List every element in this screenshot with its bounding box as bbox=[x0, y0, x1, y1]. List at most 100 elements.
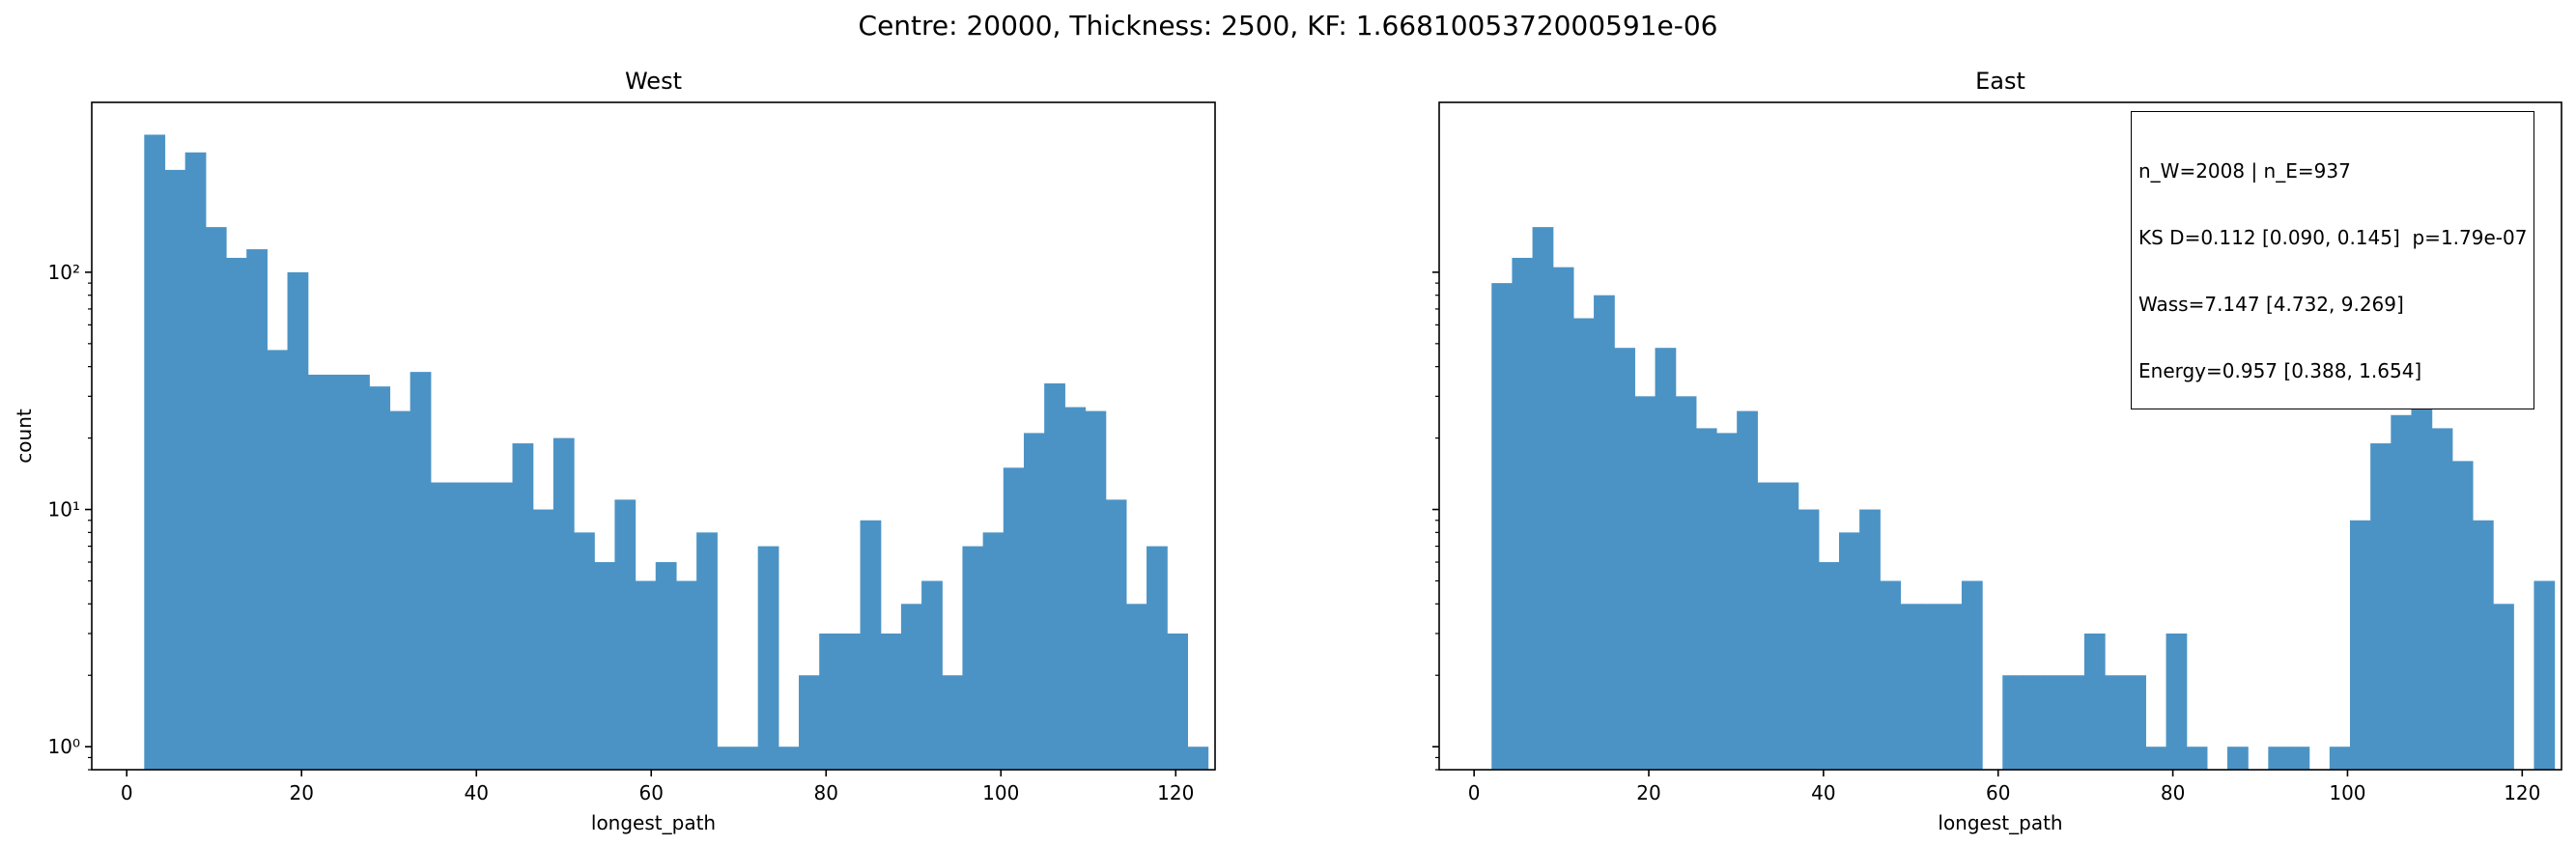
figure-suptitle: Centre: 20000, Thickness: 2500, KF: 1.66… bbox=[858, 10, 1718, 42]
west-ytick-label: 10¹ bbox=[48, 498, 80, 522]
east-bar bbox=[2083, 633, 2106, 770]
west-bar bbox=[614, 499, 637, 770]
east-bar bbox=[1634, 396, 1656, 770]
east-bar bbox=[2472, 520, 2494, 770]
west-bar bbox=[737, 747, 759, 770]
west-bar bbox=[880, 633, 902, 770]
east-bar bbox=[2493, 604, 2514, 770]
west-bar bbox=[574, 532, 595, 770]
east-bar bbox=[1880, 580, 1902, 770]
west-bar bbox=[205, 227, 227, 771]
east-bar bbox=[1614, 348, 1635, 770]
west-bar bbox=[144, 134, 166, 770]
west-bar bbox=[655, 562, 677, 770]
east-xtick-label: 60 bbox=[1986, 781, 2010, 804]
west-bar bbox=[287, 271, 309, 771]
east-bar bbox=[1655, 348, 1677, 770]
west-bar bbox=[675, 580, 697, 770]
east-bar bbox=[1594, 295, 1615, 770]
west-title: West bbox=[625, 68, 682, 95]
east-bar bbox=[2391, 414, 2413, 770]
west-bar bbox=[942, 675, 964, 770]
east-bar bbox=[2370, 443, 2392, 770]
east-bar bbox=[2411, 407, 2433, 770]
east-bar bbox=[2534, 580, 2556, 770]
west-bar bbox=[594, 562, 616, 770]
east-xtick-label: 120 bbox=[2504, 781, 2540, 804]
east-bar bbox=[1961, 580, 1983, 770]
east-bar bbox=[2349, 520, 2371, 770]
west-bar bbox=[900, 604, 922, 770]
east-xtick-label: 40 bbox=[1811, 781, 1835, 804]
east-xtick-label: 80 bbox=[2161, 781, 2185, 804]
east-bar bbox=[1940, 604, 1963, 770]
west-bar bbox=[1064, 407, 1087, 770]
east-axes-frame bbox=[1438, 101, 2562, 771]
west-ytick-label: 10⁰ bbox=[48, 735, 80, 758]
stats-legend-box: n_W=2008 | n_E=937 KS D=0.112 [0.090, 0.… bbox=[2131, 111, 2535, 409]
east-bar bbox=[2329, 747, 2351, 770]
west-bar bbox=[1187, 747, 1209, 770]
east-bar bbox=[2451, 461, 2474, 770]
west-bar bbox=[696, 532, 718, 770]
west-bar bbox=[839, 633, 862, 770]
east-bar bbox=[1798, 509, 1820, 770]
east-xtick-label: 100 bbox=[2329, 781, 2365, 804]
west-bar bbox=[389, 410, 411, 770]
east-bar bbox=[1859, 509, 1881, 770]
west-bar bbox=[1003, 467, 1025, 770]
east-bar bbox=[1838, 532, 1860, 770]
west-bar bbox=[512, 443, 534, 770]
west-bar bbox=[532, 509, 554, 770]
west-bar bbox=[778, 747, 800, 770]
east-bar bbox=[2227, 747, 2249, 770]
east-bar bbox=[1675, 396, 1697, 770]
west-bar bbox=[410, 372, 432, 770]
west-bar bbox=[1023, 433, 1045, 770]
west-bar bbox=[819, 633, 840, 770]
east-bar bbox=[2145, 747, 2167, 770]
west-bar bbox=[226, 257, 247, 770]
east-xtick-label: 20 bbox=[1636, 781, 1660, 804]
east-bar bbox=[1737, 410, 1758, 770]
east-bar bbox=[2002, 675, 2024, 770]
east-bar bbox=[1777, 482, 1799, 770]
west-xtick-label: 20 bbox=[289, 781, 313, 804]
west-bar bbox=[757, 546, 779, 770]
west-bar bbox=[164, 169, 186, 771]
west-bar bbox=[1105, 499, 1127, 770]
stats-line-ks: KS D=0.112 [0.090, 0.145] p=1.79e-07 bbox=[2138, 226, 2528, 249]
east-bar bbox=[2063, 675, 2085, 770]
west-bar bbox=[921, 580, 943, 770]
west-bar bbox=[962, 546, 984, 770]
west-bar bbox=[982, 532, 1005, 770]
west-bar bbox=[471, 482, 493, 770]
west-axes-frame bbox=[91, 101, 1216, 771]
east-bar bbox=[2105, 675, 2126, 770]
west-bar bbox=[1167, 633, 1189, 770]
east-bar bbox=[2288, 747, 2310, 770]
east-bar bbox=[1757, 482, 1779, 770]
west-xtick-label: 0 bbox=[121, 781, 133, 804]
east-bar bbox=[1532, 227, 1554, 771]
west-bar bbox=[552, 437, 575, 770]
west-bar bbox=[246, 249, 268, 770]
east-bar bbox=[1695, 428, 1717, 770]
west-bar bbox=[307, 374, 329, 770]
west-xtick-label: 60 bbox=[639, 781, 664, 804]
west-bar bbox=[184, 152, 207, 770]
west-bar bbox=[1125, 604, 1147, 770]
west-bar bbox=[267, 350, 289, 770]
east-bar bbox=[1818, 562, 1840, 770]
stats-line-counts: n_W=2008 | n_E=937 bbox=[2138, 159, 2351, 183]
west-bar bbox=[369, 386, 391, 770]
east-bar bbox=[1572, 318, 1595, 770]
west-bar bbox=[717, 747, 739, 770]
east-bar bbox=[2431, 428, 2453, 770]
west-bar bbox=[430, 482, 452, 770]
west-xtick-label: 80 bbox=[814, 781, 838, 804]
west-bar bbox=[860, 520, 882, 770]
east-bar bbox=[2186, 747, 2208, 770]
west-ylabel: count bbox=[13, 409, 36, 464]
east-bar bbox=[1920, 604, 1942, 770]
